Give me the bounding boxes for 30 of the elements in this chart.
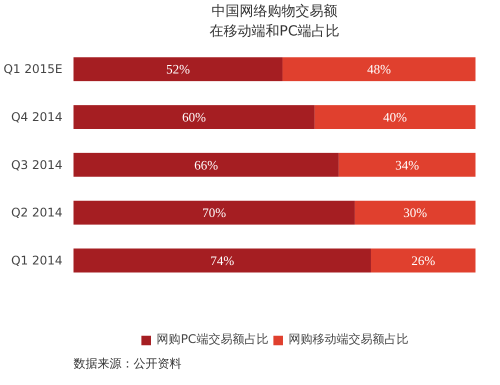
bar: [338, 152, 476, 177]
data-label: 60%: [182, 110, 206, 125]
y-tick-label: Q2 2014: [11, 206, 63, 220]
data-label: 66%: [194, 157, 218, 172]
data-label: 26%: [411, 253, 436, 268]
bar: [74, 57, 283, 82]
y-tick-label: Q3 2014: [11, 158, 63, 172]
data-label: 52%: [166, 62, 190, 77]
data-label: 34%: [395, 157, 420, 172]
bar: [370, 248, 476, 272]
y-tick-label: Q1 2014: [11, 254, 63, 268]
bar: [314, 105, 476, 129]
chart-subtitle: 在移动端和PC端占比: [209, 24, 340, 40]
bar: [282, 57, 476, 82]
data-label: 30%: [403, 205, 428, 220]
data-label: 40%: [383, 110, 408, 125]
data-label: 70%: [202, 205, 226, 220]
bar: [74, 105, 315, 129]
legend-label: 网购移动端交易额占比: [288, 331, 408, 348]
source-note: 数据来源：公开资料: [74, 356, 182, 370]
y-tick-label: Q4 2014: [11, 110, 63, 124]
bar: [74, 152, 339, 177]
bar: [74, 200, 355, 225]
chart-title: 中国网络购物交易额: [212, 4, 338, 20]
y-tick-label: Q1 2015E: [3, 62, 62, 76]
bar: [354, 200, 476, 225]
legend-label: 网购PC端交易额占比: [156, 331, 268, 348]
data-label: 74%: [210, 253, 234, 268]
bar: [74, 248, 371, 272]
data-label: 48%: [367, 62, 392, 77]
